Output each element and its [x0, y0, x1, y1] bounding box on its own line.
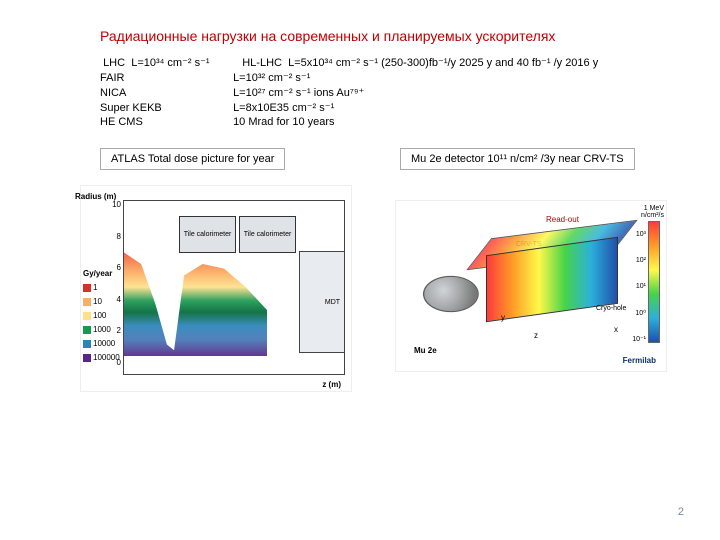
spec-nica: NICA L=10²⁷ cm⁻² s⁻¹ ions Au⁷⁹⁺	[100, 86, 598, 101]
cb-tick: 10⁻¹	[632, 335, 646, 343]
tile-cal-2: Tile calorimeter	[239, 216, 296, 253]
caption-mu2e: Mu 2e detector 10¹¹ n/cm² /3y near CRV-T…	[400, 148, 635, 170]
caption-atlas: ATLAS Total dose picture for year	[100, 148, 285, 170]
nica-val: L=10²⁷ cm⁻² s⁻¹ ions Au⁷⁹⁺	[233, 87, 364, 99]
mu2e-cryo-label: Cryo-hole	[596, 305, 626, 312]
accelerator-specs: LHC L=10³⁴ cm⁻² s⁻¹ HL-LHC L=5x10³⁴ cm⁻²…	[100, 56, 598, 130]
axis-y-label: y	[501, 313, 505, 322]
spec-skekb: Super KEKB L=8x10E35 cm⁻² s⁻¹	[100, 101, 598, 116]
hecms-val: 10 Mrad for 10 years	[233, 116, 335, 128]
lhc-name: LHC	[103, 57, 125, 69]
ytick: 10	[83, 200, 121, 209]
dose-heatmap	[124, 241, 267, 356]
legend-swatch	[83, 354, 91, 362]
legend-val: 100000	[93, 353, 120, 362]
cb-tick: 10²	[636, 257, 646, 264]
cb-tick: 10⁰	[635, 309, 646, 317]
atlas-legend: Gy/year 1 10 100 1000 10000 100000	[83, 283, 123, 373]
fermilab-logo-text: Fermilab	[623, 356, 656, 365]
page-number: 2	[678, 506, 684, 518]
mu2e-name: Mu 2e	[414, 346, 437, 355]
legend-swatch	[83, 340, 91, 348]
lhc-val: L=10³⁴ cm⁻² s⁻¹	[131, 57, 209, 69]
legend-val: 10	[93, 297, 102, 306]
mdt-box: MDT	[299, 251, 345, 353]
legend-val: 1000	[93, 325, 111, 334]
tile-cal-1: Tile calorimeter	[179, 216, 236, 253]
axis-z-label: z	[534, 331, 538, 340]
axis-x-label: x	[614, 325, 618, 334]
legend-swatch	[83, 284, 91, 292]
hllhc-name: HL-LHC	[242, 57, 282, 69]
figure-mu2e: Read-out CRV-TS Cryo-hole z x y Mu 2e Fe…	[395, 200, 667, 372]
ytick: 8	[83, 232, 121, 241]
fair-name: FAIR	[100, 71, 230, 86]
fair-val: L=10³² cm⁻² s⁻¹	[233, 72, 310, 84]
mu2e-shield-barrel	[423, 273, 479, 314]
skekb-name: Super KEKB	[100, 101, 230, 116]
skekb-val: L=8x10E35 cm⁻² s⁻¹	[233, 102, 334, 114]
legend-val: 1	[93, 283, 97, 292]
atlas-x-title: z (m)	[322, 380, 341, 389]
colorbar-title: 1 MeV n/cm²/s	[624, 205, 664, 219]
spec-fair: FAIR L=10³² cm⁻² s⁻¹	[100, 71, 598, 86]
cb-tick: 10³	[636, 231, 646, 238]
mu2e-readout-label: Read-out	[546, 215, 579, 224]
mu2e-colorbar	[648, 221, 660, 343]
legend-swatch	[83, 298, 91, 306]
legend-val: 10000	[93, 339, 115, 348]
legend-swatch	[83, 326, 91, 334]
legend-swatch	[83, 312, 91, 320]
legend-unit: Gy/year	[83, 269, 112, 278]
slide-title: Радиационные нагрузки на современных и п…	[100, 28, 555, 44]
atlas-plot-area: Tile calorimeter Tile calorimeter MDT	[123, 200, 345, 375]
figure-atlas: Radius (m) 10 8 6 4 2 0 Tile calorimeter…	[80, 185, 352, 392]
cb-tick: 10¹	[636, 283, 646, 290]
spec-hecms: HE CMS 10 Mrad for 10 years	[100, 115, 598, 130]
hllhc-val: L=5x10³⁴ cm⁻² s⁻¹ (250-300)fb⁻¹/y 2025 y…	[288, 57, 598, 69]
legend-val: 100	[93, 311, 106, 320]
spec-lhc: LHC L=10³⁴ cm⁻² s⁻¹ HL-LHC L=5x10³⁴ cm⁻²…	[100, 56, 598, 71]
nica-name: NICA	[100, 86, 230, 101]
hecms-name: HE CMS	[100, 115, 230, 130]
